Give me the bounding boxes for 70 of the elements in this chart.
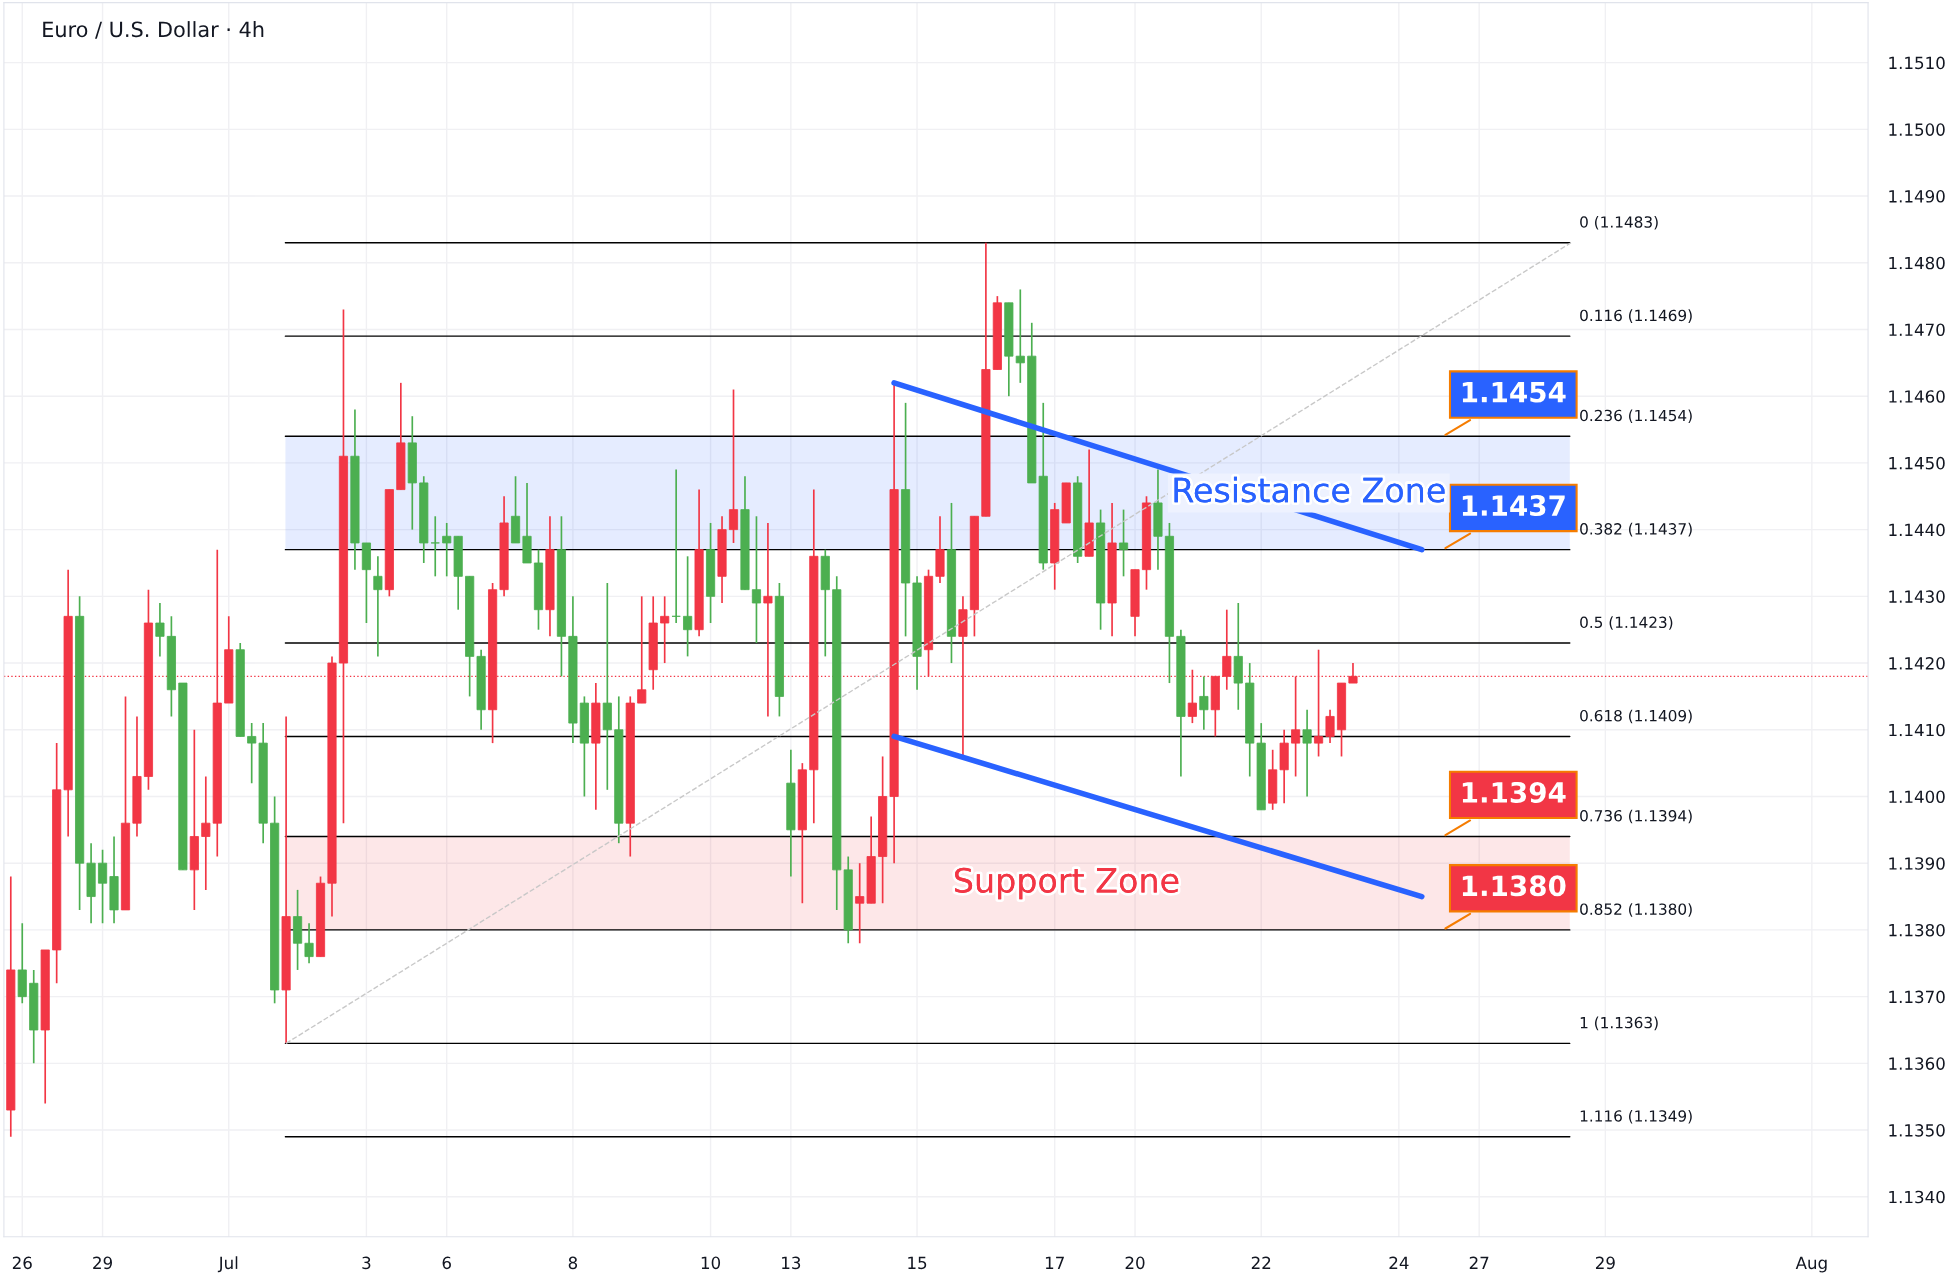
candlestick: [304, 922, 314, 965]
y-tick-label: 1.1390: [1889, 857, 1945, 870]
x-tick-label: 22: [1251, 1256, 1271, 1269]
x-tick-label: 8: [568, 1256, 578, 1270]
candlestick: [1325, 708, 1335, 744]
annotation: 1.1380: [1462, 875, 1566, 897]
ref-line-label: 0.382 (1.1437): [1580, 522, 1692, 537]
annotation: 1.1394: [1462, 781, 1566, 803]
candlestick: [1199, 675, 1209, 731]
x-tick-label: 26: [12, 1256, 32, 1270]
annotation: 1.1437: [1462, 495, 1565, 517]
ref-line-label: 0.5 (1.1423): [1580, 616, 1673, 630]
candlestick: [1015, 288, 1025, 384]
y-tick-label: 1.1470: [1889, 323, 1945, 337]
candlestick: [855, 862, 865, 945]
x-tick-label: 17: [1045, 1256, 1064, 1269]
y-tick-label: 1.1350: [1889, 1124, 1945, 1137]
y-tick-label: 1.1480: [1889, 256, 1945, 270]
candlestick: [373, 555, 383, 658]
x-tick-label: 27: [1469, 1256, 1489, 1269]
candlestick: [728, 388, 739, 544]
x-tick-label: 13: [782, 1256, 801, 1270]
candlestick: [671, 468, 681, 624]
x-tick-label: 6: [442, 1256, 451, 1270]
candlestick: [660, 595, 670, 664]
y-tick-label: 1.1450: [1889, 456, 1945, 470]
text: Euro / U.S. Dollar · 4h: [43, 21, 264, 39]
ref-line-label: 0.736 (1.1394): [1580, 809, 1692, 824]
y-tick-label: 1.1440: [1889, 523, 1945, 537]
y-tick-label: 1.1380: [1889, 923, 1945, 937]
ref-line-label: 0.116 (1.1469): [1580, 309, 1692, 323]
x-tick-label: 3: [362, 1256, 371, 1270]
y-tick-label: 1.1460: [1889, 390, 1945, 403]
y-tick-label: 1.1340: [1889, 1190, 1945, 1204]
y-tick-label: 1.1360: [1889, 1057, 1945, 1070]
y-tick-label: 1.1430: [1889, 590, 1945, 603]
candlestick: [442, 522, 452, 578]
ref-line-label: 0 (1.1483): [1580, 215, 1658, 230]
ref-line-label: 1.116 (1.1349): [1580, 1109, 1692, 1124]
annotation: 1.1454: [1462, 381, 1566, 403]
y-tick-label: 1.1410: [1889, 723, 1945, 737]
candlestick: [1302, 708, 1312, 798]
y-tick-label: 1.1370: [1889, 990, 1945, 1004]
ref-line-label: 0.236 (1.1454): [1580, 409, 1692, 424]
candlestick: [247, 722, 257, 784]
x-tick-label: 15: [908, 1256, 927, 1270]
x-tick-label: 29: [1595, 1256, 1615, 1270]
x-tick-label: Jul: [217, 1256, 238, 1273]
ref-line-label: 0.852 (1.1380): [1580, 903, 1692, 917]
candlestick: [751, 515, 761, 644]
y-tick-label: 1.1400: [1889, 790, 1945, 804]
candlestick: [1314, 648, 1324, 758]
candlestick: [1119, 508, 1129, 578]
x-tick-label: 24: [1389, 1256, 1409, 1269]
x-tick-label: 29: [93, 1256, 112, 1270]
candlestick: [683, 555, 693, 658]
y-tick-label: 1.1420: [1889, 657, 1945, 670]
candlestick: [98, 849, 108, 925]
ref-line-label: 1 (1.1363): [1580, 1016, 1658, 1031]
candlestick: [1222, 608, 1232, 691]
y-tick-label: 1.1490: [1889, 190, 1945, 203]
x-tick-label: Aug: [1795, 1256, 1827, 1273]
y-tick-label: 1.1500: [1889, 123, 1945, 136]
band-label: Resistance Zone: [1174, 476, 1445, 503]
x-tick-label: 10: [701, 1256, 721, 1270]
band-label: Support Zone: [955, 867, 1179, 900]
x-tick-label: 20: [1125, 1256, 1145, 1270]
candlestick: [155, 602, 165, 658]
ref-line-label: 0.618 (1.1409): [1580, 709, 1692, 724]
y-tick-label: 1.1510: [1889, 56, 1945, 70]
